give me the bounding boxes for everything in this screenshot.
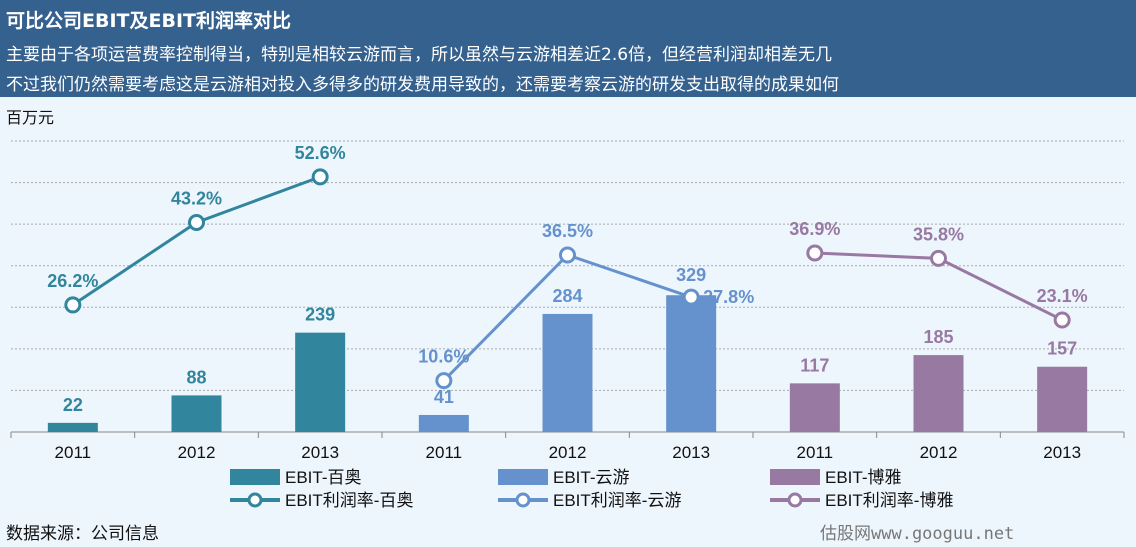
bar [295,332,346,432]
bar [542,313,593,432]
bar [913,355,964,432]
bar-data-label: 22 [63,395,83,415]
line-data-label: 35.8% [913,224,964,244]
line-point [64,296,82,314]
legend-label: EBIT-云游 [553,468,630,487]
watermark: 估股网www.googuu.net [820,524,1015,544]
x-tick-label: 2011 [55,443,92,462]
line-point [806,244,824,262]
x-tick-label: 2012 [920,443,958,462]
x-tick-label: 2012 [549,443,587,462]
bar-data-label: 185 [923,327,953,347]
line-point [930,249,947,267]
legend-label: EBIT利润率-云游 [553,491,681,510]
bar [666,295,717,432]
legend-label: EBIT利润率-博雅 [825,491,953,510]
source-note: 数据来源：公司信息 [6,524,159,544]
x-tick-label: 2013 [1043,443,1081,462]
legend-label: EBIT利润率-百奥 [285,491,413,510]
line-data-label: 36.5% [542,221,593,241]
line-point [1053,311,1071,329]
bar-data-label: 239 [305,305,335,325]
line-data-label: 43.2% [171,188,222,208]
bar [789,383,840,432]
bar [418,414,469,432]
bar-data-label: 284 [552,286,582,306]
x-tick-label: 2013 [301,443,339,462]
line-point [311,168,329,186]
legend-swatch [498,469,548,485]
chart-title: 可比公司EBIT及EBIT利润率对比 [6,10,291,32]
line-point [559,246,576,264]
x-tick-label: 2011 [797,443,834,462]
legend-swatch [230,469,280,485]
bar [47,422,98,432]
bar-data-label: 41 [434,387,454,407]
line-data-label: 36.9% [789,219,840,239]
line-data-label: 10.6% [418,347,469,367]
x-tick-label: 2013 [672,443,710,462]
line-data-label: 26.2% [47,271,98,291]
bar-data-label: 157 [1047,339,1077,359]
header: 可比公司EBIT及EBIT利润率对比 主要由于各项运营费率控制得当，特别是相较云… [0,0,1136,97]
unit-label: 百万元 [6,108,55,127]
legend-label: EBIT-博雅 [825,468,902,487]
line-data-label: 52.6% [295,143,346,163]
line-point [188,213,205,231]
legend-marker [787,492,803,508]
legend-swatch [770,469,820,485]
subtitle-line-2: 不过我们仍然需要考虑这是云游相对投入多得多的研发费用导致的，还需要考察云游的研发… [6,75,839,95]
x-tick-label: 2011 [426,443,463,462]
bar-data-label: 329 [676,265,706,285]
line-data-label: 23.1% [1037,286,1088,306]
subtitle-line-1: 主要由于各项运营费率控制得当，特别是相较云游而言，所以虽然与云游相差近2.6倍，… [6,45,833,65]
bar-data-label: 117 [800,355,829,375]
line-point [435,372,453,390]
x-tick-label: 2012 [178,443,216,462]
bar [1037,366,1088,432]
legend-marker [515,492,531,508]
bar-data-label: 88 [186,367,206,387]
line-point [682,288,700,306]
bar [171,395,222,432]
line-data-label: 27.8% [703,287,754,307]
legend-label: EBIT-百奥 [285,468,362,487]
legend-marker [247,492,263,508]
